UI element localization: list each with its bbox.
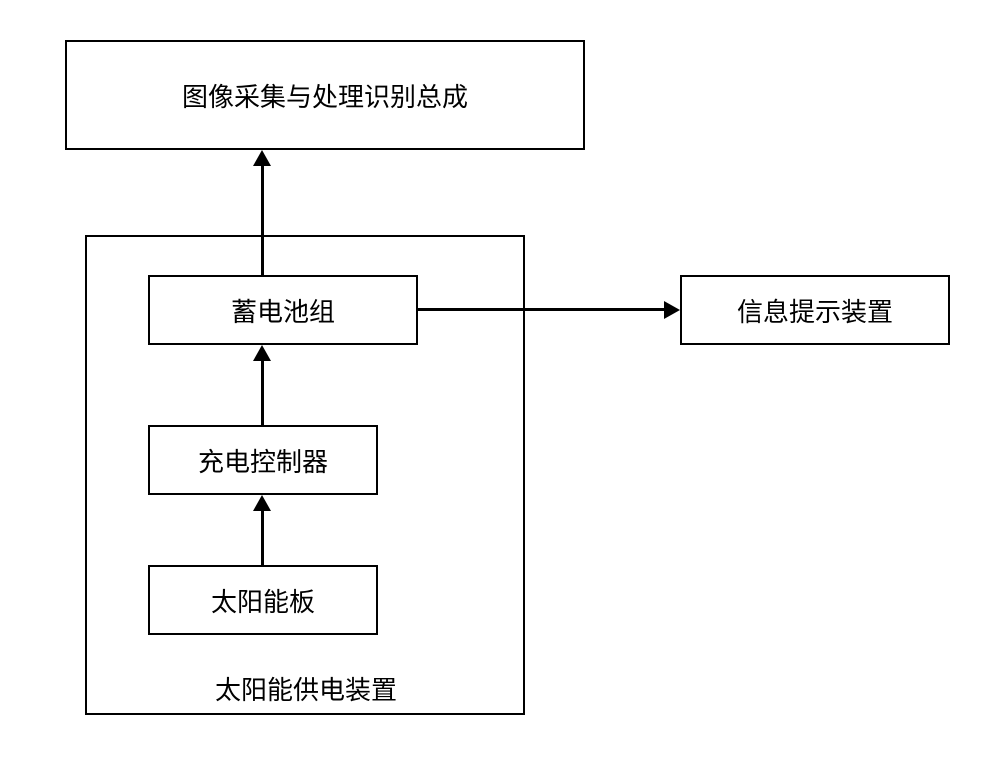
battery-group-box: 蓄电池组 <box>148 275 418 345</box>
solar-panel-box: 太阳能板 <box>148 565 378 635</box>
info-device-label: 信息提示装置 <box>737 292 893 329</box>
arrow-battery-to-info <box>418 308 665 311</box>
info-device-box: 信息提示装置 <box>680 275 950 345</box>
arrow-battery-to-top <box>261 165 264 275</box>
arrow-head-charger-to-battery <box>253 345 271 361</box>
charge-controller-box: 充电控制器 <box>148 425 378 495</box>
battery-group-label: 蓄电池组 <box>231 292 335 329</box>
charge-controller-label: 充电控制器 <box>198 442 328 479</box>
arrow-charger-to-battery <box>261 360 264 425</box>
image-processing-box: 图像采集与处理识别总成 <box>65 40 585 150</box>
image-processing-label: 图像采集与处理识别总成 <box>182 77 468 114</box>
arrow-head-battery-to-info <box>664 301 680 319</box>
arrow-solar-to-charger <box>261 510 264 565</box>
arrow-head-battery-to-top <box>253 150 271 166</box>
solar-power-container-label: 太阳能供电装置 <box>215 670 397 707</box>
arrow-head-solar-to-charger <box>253 495 271 511</box>
solar-panel-label: 太阳能板 <box>211 582 315 619</box>
